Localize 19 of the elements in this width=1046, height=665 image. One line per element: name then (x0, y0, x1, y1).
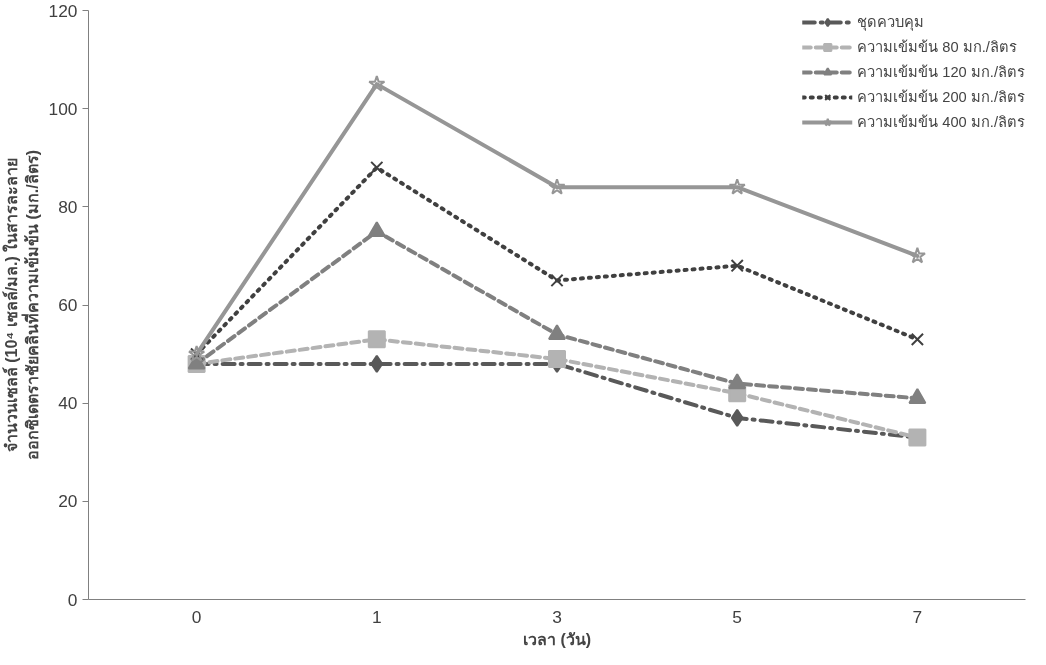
legend-label: ความเข้มข้น 120 มก./ลิตร (857, 63, 1025, 82)
y-axis-title: จำนวนเซลล์ (10⁴ เซลล์/มล.) ในสารละลาย ออกซิเดตราชัยคลินที่ความเข้มข้น (มก./ลิตร) (2, 150, 41, 460)
y-tick-label: 40 (58, 393, 78, 414)
y-tick-label: 120 (48, 0, 78, 21)
y-tick-label: 80 (58, 196, 78, 217)
x-tick-label: 3 (552, 606, 562, 627)
x-tick-label: 0 (191, 606, 202, 627)
x-tick-label: 5 (732, 606, 743, 627)
y-tick-label: 0 (67, 589, 78, 610)
x-tick-label: 7 (912, 606, 923, 627)
legend-label: ความเข้มข้น 400 มก./ลิตร (857, 113, 1025, 132)
legend-label: ชุดควบคุม (857, 13, 925, 33)
y-tick-label: 100 (48, 98, 78, 119)
y-tick-label: 60 (58, 295, 78, 315)
y-tick-label: 20 (58, 491, 78, 512)
legend-label: ความเข้มข้น 80 มก./ลิตร (857, 38, 1017, 57)
legend-label: ความเข้มข้น 200 มก./ลิตร (857, 88, 1025, 107)
x-tick-label: 1 (371, 606, 382, 627)
x-axis-title: เวลา (วัน) (522, 630, 592, 648)
